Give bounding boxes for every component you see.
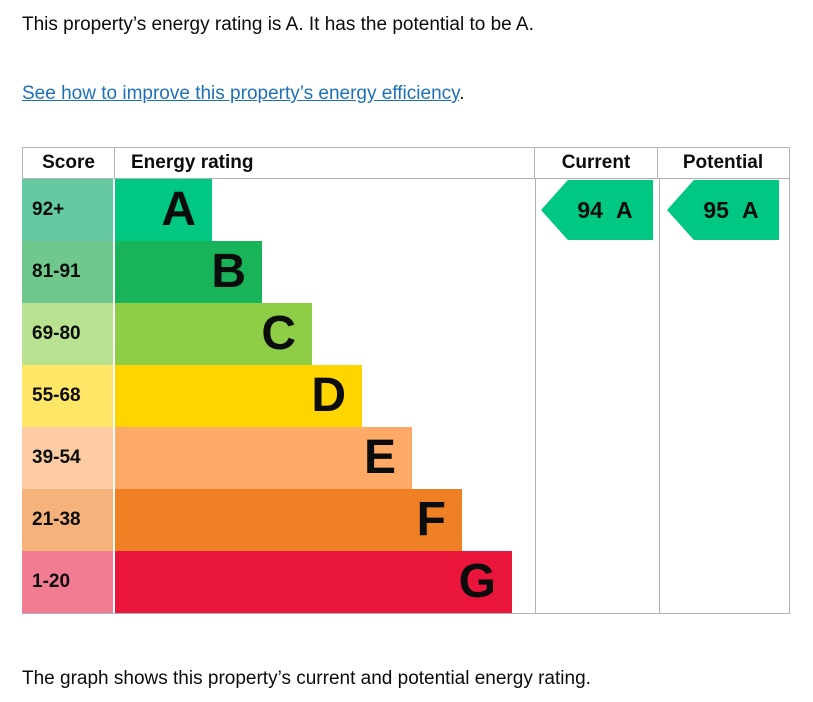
band-letter: C <box>261 307 296 360</box>
link-suffix: . <box>459 83 465 104</box>
band-score-label: 81-91 <box>32 261 81 282</box>
band-letter: G <box>458 555 496 608</box>
link-line: See how to improve this property’s energ… <box>22 81 790 106</box>
band-score-label: 39-54 <box>32 447 81 468</box>
header-potential: Potential <box>682 152 764 173</box>
band-bar: G <box>115 551 512 613</box>
band-row: 69-80 C <box>22 303 789 365</box>
epc-chart-body: 92+ A 81-91 B 69-80 C 55-68 D 39-54 E <box>22 179 790 614</box>
band-letter: D <box>311 369 346 422</box>
column-divider-potential <box>659 179 660 613</box>
band-score-label: 69-80 <box>32 323 81 344</box>
band-score-label: 21-38 <box>32 509 81 530</box>
band-row: 55-68 D <box>22 365 789 427</box>
header-energy-rating: Energy rating <box>115 148 535 178</box>
band-bar: F <box>115 489 462 551</box>
potential-rating-value: 95 <box>703 196 729 223</box>
band-bar: E <box>115 427 412 489</box>
band-row: 21-38 F <box>22 489 789 551</box>
epc-chart-header: Score Energy rating Current Potential <box>22 147 790 179</box>
band-score-cell: 69-80 <box>22 303 113 365</box>
epc-chart: Score Energy rating Current Potential 92… <box>22 147 790 614</box>
band-score-cell: 55-68 <box>22 365 113 427</box>
current-rating-letter: A <box>615 196 633 223</box>
column-divider-current <box>535 179 536 613</box>
intro-text: This property’s energy rating is A. It h… <box>22 14 534 35</box>
potential-rating-letter: A <box>741 196 759 223</box>
band-score-cell: 39-54 <box>22 427 113 489</box>
current-rating-arrow: 94 A <box>541 180 653 240</box>
band-row: 1-20 G <box>22 551 789 613</box>
band-bar: B <box>115 241 262 303</box>
band-letter: E <box>363 431 396 484</box>
band-row: 81-91 B <box>22 241 789 303</box>
band-score-cell: 21-38 <box>22 489 113 551</box>
band-bar: C <box>115 303 312 365</box>
band-bar: A <box>115 179 212 241</box>
header-current: Current <box>535 148 658 178</box>
caption-text: The graph shows this property’s current … <box>22 668 591 689</box>
band-score-label: 92+ <box>32 199 65 220</box>
band-score-cell: 92+ <box>22 179 113 241</box>
band-letter: A <box>161 183 196 236</box>
band-row: 92+ A <box>22 179 789 241</box>
band-bar: D <box>115 365 362 427</box>
current-rating-value: 94 <box>577 196 603 223</box>
band-score-cell: 1-20 <box>22 551 113 613</box>
potential-rating-arrow: 95 A <box>667 180 779 240</box>
band-score-label: 1-20 <box>32 571 71 592</box>
band-letter: B <box>211 245 246 298</box>
band-letter: F <box>416 493 446 546</box>
improve-efficiency-link[interactable]: See how to improve this property’s energ… <box>22 83 460 104</box>
header-score: Score <box>23 148 115 178</box>
band-score-label: 55-68 <box>32 385 81 406</box>
band-score-cell: 81-91 <box>22 241 113 303</box>
band-row: 39-54 E <box>22 427 789 489</box>
